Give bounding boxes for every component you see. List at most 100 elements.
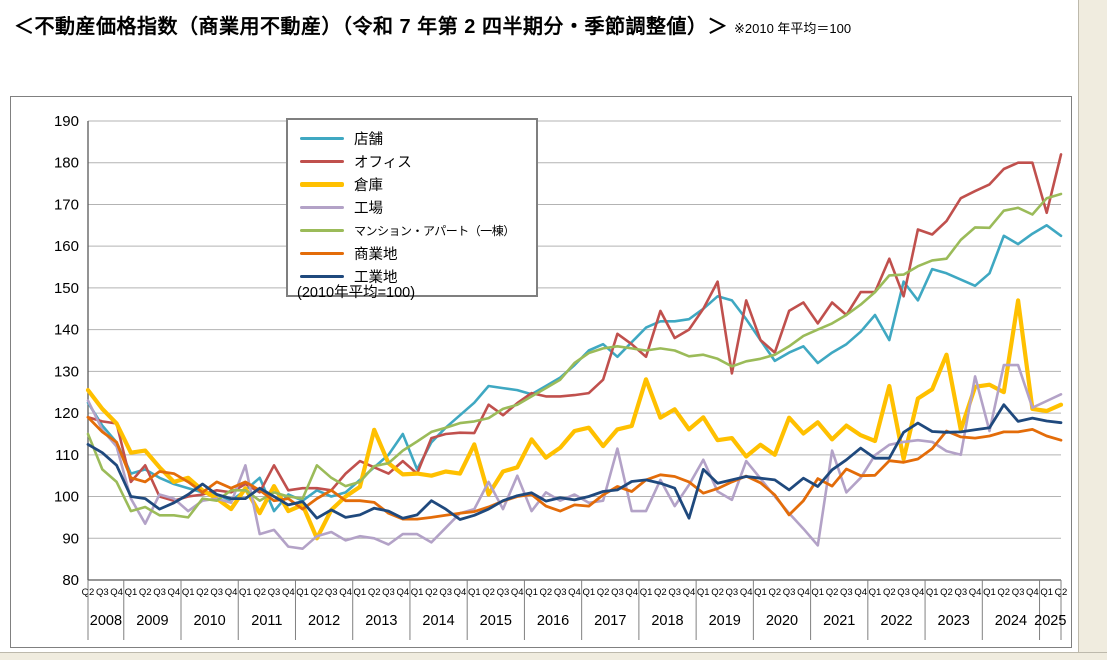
x-quarter-label: Q4	[969, 587, 982, 598]
page-right-margin-strip	[1078, 0, 1107, 659]
y-tick-label: 170	[54, 196, 79, 213]
x-year-label: 2019	[709, 613, 741, 629]
x-quarter-label: Q1	[811, 587, 824, 598]
x-quarter-label: Q4	[740, 587, 753, 598]
x-quarter-label: Q2	[711, 587, 724, 598]
x-quarter-label: Q4	[568, 587, 581, 598]
y-tick-label: 90	[62, 530, 79, 547]
x-quarter-label: Q2	[196, 587, 209, 598]
x-quarter-label: Q3	[1012, 587, 1025, 598]
x-quarter-label: Q3	[954, 587, 967, 598]
y-tick-label: 180	[54, 155, 79, 172]
x-quarter-label: Q4	[168, 587, 181, 598]
x-year-label: 2008	[90, 613, 122, 629]
x-quarter-label: Q4	[511, 587, 524, 598]
page-title: ＜不動産価格指数（商業用不動産）（令和 7 年第 2 四半期分・季節調整値）＞	[14, 16, 728, 38]
x-year-label: 2009	[136, 613, 168, 629]
x-quarter-label: Q4	[854, 587, 867, 598]
x-year-label: 2021	[823, 613, 855, 629]
x-quarter-label: Q1	[869, 587, 882, 598]
legend-label: 倉庫	[354, 178, 383, 194]
base-year-annotation: (2010年平均=100)	[297, 285, 416, 301]
x-quarter-label: Q4	[454, 587, 467, 598]
x-quarter-label: Q1	[411, 587, 424, 598]
x-quarter-label: Q2	[883, 587, 896, 598]
x-quarter-label: Q1	[983, 587, 996, 598]
x-quarter-label: Q4	[110, 587, 123, 598]
legend-item: マンション・アパート（一棟）	[300, 219, 526, 242]
legend-line-swatch	[300, 159, 344, 164]
x-year-label: 2025	[1034, 613, 1066, 629]
x-year-label: 2013	[365, 613, 397, 629]
x-quarter-label: Q2	[253, 587, 266, 598]
x-quarter-label: Q2	[597, 587, 610, 598]
x-quarter-label: Q4	[396, 587, 409, 598]
legend-label: 工場	[354, 201, 383, 217]
x-quarter-label: Q3	[268, 587, 281, 598]
y-tick-label: 160	[54, 238, 79, 255]
x-quarter-label: Q3	[840, 587, 853, 598]
legend-label: 店舗	[354, 132, 383, 148]
legend-item: 倉庫	[300, 173, 526, 196]
x-quarter-label: Q1	[926, 587, 939, 598]
legend-line-swatch	[300, 251, 344, 256]
series-line-工場	[86, 363, 1063, 551]
legend-line-swatch	[300, 205, 344, 210]
legend-line-swatch	[300, 182, 344, 187]
series-line-工業地	[86, 403, 1063, 521]
x-quarter-label: Q1	[354, 587, 367, 598]
x-quarter-label: Q3	[726, 587, 739, 598]
x-quarter-label: Q2	[482, 587, 495, 598]
series-line-倉庫	[85, 298, 1064, 541]
x-quarter-label: Q3	[210, 587, 223, 598]
x-quarter-label: Q1	[296, 587, 309, 598]
x-year-label: 2012	[308, 613, 340, 629]
y-tick-label: 190	[54, 113, 79, 130]
x-year-label: 2010	[193, 613, 225, 629]
x-quarter-label: Q4	[225, 587, 238, 598]
x-quarter-label: Q3	[554, 587, 567, 598]
x-quarter-label: Q1	[582, 587, 595, 598]
x-quarter-label: Q3	[382, 587, 395, 598]
chart-legend: 店舗 オフィス 倉庫 工場 マンション・アパート（一棟） 商業地 工業地	[286, 118, 538, 297]
x-quarter-label: Q4	[683, 587, 696, 598]
legend-item: 工場	[300, 196, 526, 219]
legend-item: 店舗	[300, 127, 526, 150]
x-quarter-label: Q4	[282, 587, 295, 598]
x-year-label: 2011	[251, 613, 282, 629]
y-tick-label: 150	[54, 280, 79, 297]
x-quarter-label: Q1	[239, 587, 252, 598]
x-year-label: 2018	[651, 613, 683, 629]
x-year-label: 2014	[422, 613, 454, 629]
x-quarter-label: Q3	[897, 587, 910, 598]
x-quarter-label: Q1	[125, 587, 138, 598]
x-quarter-label: Q2	[425, 587, 438, 598]
y-tick-label: 110	[55, 447, 79, 464]
x-quarter-label: Q1	[468, 587, 481, 598]
x-year-label: 2017	[594, 613, 626, 629]
legend-line-swatch	[300, 274, 344, 279]
legend-item: オフィス	[300, 150, 526, 173]
x-quarter-label: Q2	[311, 587, 324, 598]
x-quarter-label: Q1	[182, 587, 195, 598]
legend-label: 工業地	[354, 270, 398, 286]
x-year-label: 2022	[880, 613, 912, 629]
x-quarter-label: Q4	[1026, 587, 1039, 598]
x-quarter-label: Q2	[368, 587, 381, 598]
x-quarter-label: Q3	[611, 587, 624, 598]
x-quarter-label: Q2	[997, 587, 1010, 598]
y-tick-label: 140	[54, 322, 79, 339]
x-quarter-label: Q3	[783, 587, 796, 598]
x-quarter-label: Q1	[697, 587, 710, 598]
y-tick-label: 80	[62, 572, 79, 589]
x-year-label: 2020	[766, 613, 798, 629]
page-bottom-margin-strip	[0, 652, 1107, 660]
legend-line-swatch	[300, 228, 344, 233]
y-tick-label: 100	[54, 489, 79, 506]
legend-label: マンション・アパート（一棟）	[354, 224, 515, 238]
x-year-label: 2024	[995, 613, 1027, 629]
x-quarter-label: Q4	[912, 587, 925, 598]
x-quarter-label: Q3	[668, 587, 681, 598]
